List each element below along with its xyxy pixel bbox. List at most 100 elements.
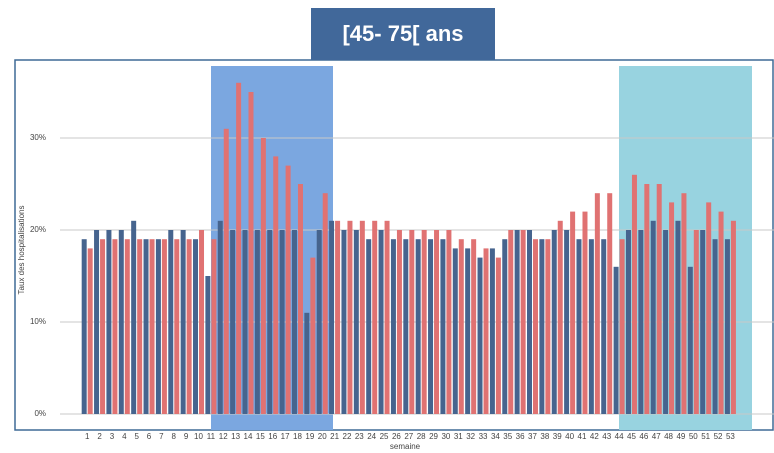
title-box <box>311 8 495 60</box>
x-tick-label: 45 <box>627 432 636 441</box>
bar <box>384 220 390 414</box>
bar <box>273 156 279 414</box>
bar <box>700 230 706 414</box>
bar <box>539 239 545 414</box>
bar <box>236 82 242 415</box>
bar <box>329 220 335 414</box>
x-tick-label: 47 <box>652 432 661 441</box>
bar <box>706 202 712 414</box>
bar <box>403 239 409 414</box>
x-tick-label: 9 <box>184 432 189 441</box>
x-tick-label: 18 <box>293 432 302 441</box>
x-tick-label: 46 <box>639 432 648 441</box>
y-tick-label: 10% <box>30 317 46 326</box>
bar <box>582 211 588 414</box>
bar <box>693 230 699 414</box>
x-tick-label: 31 <box>454 432 463 441</box>
bar <box>230 230 236 414</box>
bar <box>112 239 118 414</box>
bar <box>452 248 458 414</box>
bar <box>724 239 730 414</box>
bar <box>465 248 471 414</box>
y-axis-label: Taux des hospitalisations <box>17 206 26 295</box>
bar <box>124 239 130 414</box>
bar <box>675 220 681 414</box>
bar <box>601 239 607 414</box>
y-tick-label: 0% <box>34 409 46 418</box>
bar <box>279 230 285 414</box>
bar <box>248 92 254 414</box>
x-tick-label: 6 <box>147 432 152 441</box>
bar <box>718 211 724 414</box>
bar <box>619 239 625 414</box>
bar <box>483 248 489 414</box>
bar <box>304 312 310 414</box>
x-tick-label: 51 <box>701 432 710 441</box>
bar <box>291 230 297 414</box>
x-tick-label: 42 <box>590 432 599 441</box>
bar <box>260 138 266 414</box>
bar <box>730 220 736 414</box>
bar <box>520 230 526 414</box>
bar <box>217 220 223 414</box>
x-axis-label: semaine <box>390 442 421 451</box>
bar <box>495 257 501 414</box>
x-tick-label: 35 <box>503 432 512 441</box>
bar <box>87 248 93 414</box>
x-tick-label: 43 <box>602 432 611 441</box>
bar <box>607 193 613 414</box>
bar <box>193 239 199 414</box>
x-tick-label: 37 <box>528 432 537 441</box>
bar <box>223 128 229 415</box>
x-tick-label: 8 <box>172 432 177 441</box>
bar <box>570 211 576 414</box>
bar <box>143 239 149 414</box>
x-tick-label: 29 <box>429 432 438 441</box>
x-tick-label: 21 <box>330 432 339 441</box>
bar <box>631 174 637 414</box>
bar <box>428 239 434 414</box>
bar <box>161 239 167 414</box>
x-tick-label: 38 <box>540 432 549 441</box>
bar <box>372 220 378 414</box>
x-tick-label: 23 <box>355 432 364 441</box>
x-tick-label: 30 <box>441 432 450 441</box>
bar <box>421 230 427 414</box>
bar <box>94 230 100 414</box>
x-tick-label: 50 <box>689 432 698 441</box>
x-tick-label: 40 <box>565 432 574 441</box>
bar <box>118 230 124 414</box>
bar <box>440 239 446 414</box>
x-tick-label: 10 <box>194 432 203 441</box>
x-tick-label: 7 <box>159 432 164 441</box>
x-tick-label: 27 <box>404 432 413 441</box>
bar <box>681 193 687 414</box>
bar <box>551 230 557 414</box>
bar <box>205 276 211 414</box>
x-tick-label: 26 <box>392 432 401 441</box>
bar <box>638 230 644 414</box>
x-tick-label: 39 <box>553 432 562 441</box>
bar <box>242 230 248 414</box>
bar <box>378 230 384 414</box>
x-tick-label: 25 <box>380 432 389 441</box>
bar <box>155 239 161 414</box>
x-tick-label: 3 <box>110 432 115 441</box>
x-tick-label: 15 <box>256 432 265 441</box>
bar <box>644 184 650 414</box>
x-tick-label: 19 <box>305 432 314 441</box>
x-tick-label: 11 <box>207 432 216 441</box>
bar <box>446 230 452 414</box>
bar <box>557 220 563 414</box>
bar <box>471 239 477 414</box>
bar <box>396 230 402 414</box>
bar <box>594 193 600 414</box>
bar <box>669 202 675 414</box>
x-tick-label: 16 <box>268 432 277 441</box>
bar <box>81 239 87 414</box>
bar <box>650 220 656 414</box>
bar <box>341 230 347 414</box>
bar <box>211 239 217 414</box>
bar <box>415 239 421 414</box>
x-tick-label: 33 <box>479 432 488 441</box>
